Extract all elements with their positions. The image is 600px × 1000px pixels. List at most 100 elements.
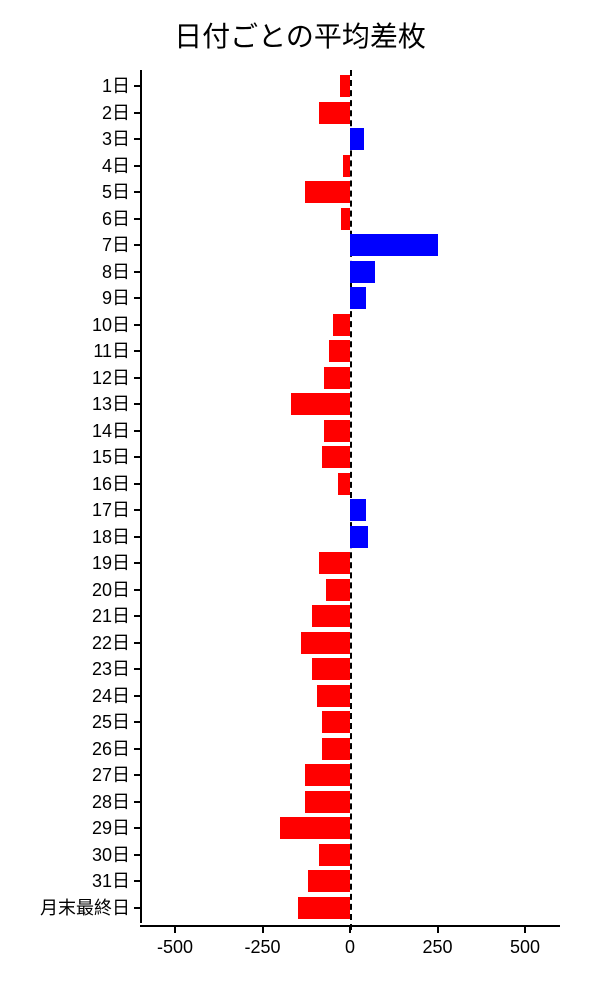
x-axis-label: 0 (345, 937, 355, 958)
y-axis-label: 9日 (0, 287, 130, 309)
y-axis-label: 月末最終日 (0, 897, 130, 919)
y-axis-label: 22日 (0, 632, 130, 654)
y-axis-tick (134, 509, 140, 511)
y-axis-tick (134, 695, 140, 697)
y-axis-tick (134, 112, 140, 114)
bar (322, 711, 350, 733)
bar (324, 420, 350, 442)
y-axis-label: 12日 (0, 367, 130, 389)
y-axis-label: 5日 (0, 181, 130, 203)
y-axis-label: 19日 (0, 552, 130, 574)
y-axis-label: 31日 (0, 870, 130, 892)
y-axis-tick (134, 483, 140, 485)
bar (350, 234, 438, 256)
bar (301, 632, 350, 654)
plot-area (140, 70, 560, 930)
y-axis-label: 7日 (0, 234, 130, 256)
y-axis-tick (134, 748, 140, 750)
y-axis-label: 2日 (0, 102, 130, 124)
x-axis-label: 250 (422, 937, 452, 958)
bar (324, 367, 350, 389)
y-axis-tick (134, 801, 140, 803)
y-axis-tick (134, 536, 140, 538)
bar (350, 261, 375, 283)
y-axis-label: 27日 (0, 764, 130, 786)
bar (350, 499, 366, 521)
bar (308, 870, 350, 892)
y-axis-tick (134, 589, 140, 591)
bar (317, 685, 350, 707)
y-axis-label: 29日 (0, 817, 130, 839)
bar (333, 314, 351, 336)
bar (350, 287, 366, 309)
x-axis-label: -250 (244, 937, 280, 958)
y-axis-label: 8日 (0, 261, 130, 283)
y-axis-tick (134, 165, 140, 167)
y-axis-label: 3日 (0, 128, 130, 150)
y-axis-tick (134, 244, 140, 246)
bar (340, 75, 351, 97)
bar (305, 764, 351, 786)
y-axis-label: 25日 (0, 711, 130, 733)
bar (322, 446, 350, 468)
bar (305, 181, 351, 203)
y-axis-tick (134, 642, 140, 644)
y-axis-tick (134, 854, 140, 856)
bar (322, 738, 350, 760)
y-axis-label: 1日 (0, 75, 130, 97)
y-axis-tick (134, 297, 140, 299)
y-axis-label: 14日 (0, 420, 130, 442)
y-axis-tick (134, 377, 140, 379)
y-axis-label: 11日 (0, 340, 130, 362)
y-axis-label: 20日 (0, 579, 130, 601)
y-axis-line (140, 70, 142, 923)
y-axis-label: 28日 (0, 791, 130, 813)
y-axis-tick (134, 403, 140, 405)
x-axis-label: -500 (157, 937, 193, 958)
bar (305, 791, 351, 813)
bar (312, 605, 351, 627)
bar (319, 844, 351, 866)
bar (341, 208, 350, 230)
x-axis-tick (437, 925, 439, 933)
bar (312, 658, 351, 680)
y-axis-tick (134, 880, 140, 882)
bar (350, 128, 364, 150)
bar (298, 897, 351, 919)
y-axis-tick (134, 218, 140, 220)
bar (338, 473, 350, 495)
bar (291, 393, 351, 415)
bar (326, 579, 351, 601)
bar (319, 552, 351, 574)
y-axis-label: 23日 (0, 658, 130, 680)
y-axis-tick (134, 350, 140, 352)
x-axis-tick (349, 925, 351, 933)
y-axis-tick (134, 456, 140, 458)
x-axis-tick (174, 925, 176, 933)
y-axis-tick (134, 774, 140, 776)
bar (343, 155, 350, 177)
y-axis-label: 30日 (0, 844, 130, 866)
y-axis-label: 21日 (0, 605, 130, 627)
y-axis-label: 26日 (0, 738, 130, 760)
y-axis-tick (134, 668, 140, 670)
bar (329, 340, 350, 362)
y-axis-label: 17日 (0, 499, 130, 521)
y-axis-tick (134, 562, 140, 564)
y-axis-label: 10日 (0, 314, 130, 336)
y-axis-label: 4日 (0, 155, 130, 177)
chart-title: 日付ごとの平均差枚 (0, 15, 600, 55)
bar (319, 102, 351, 124)
y-axis-tick (134, 615, 140, 617)
y-axis-tick (134, 191, 140, 193)
y-axis-tick (134, 721, 140, 723)
y-axis-label: 13日 (0, 393, 130, 415)
x-axis-tick (262, 925, 264, 933)
y-axis-tick (134, 85, 140, 87)
y-axis-tick (134, 138, 140, 140)
y-axis-tick (134, 271, 140, 273)
x-axis-label: 500 (510, 937, 540, 958)
y-axis-tick (134, 430, 140, 432)
y-axis-label: 18日 (0, 526, 130, 548)
y-axis-tick (134, 324, 140, 326)
